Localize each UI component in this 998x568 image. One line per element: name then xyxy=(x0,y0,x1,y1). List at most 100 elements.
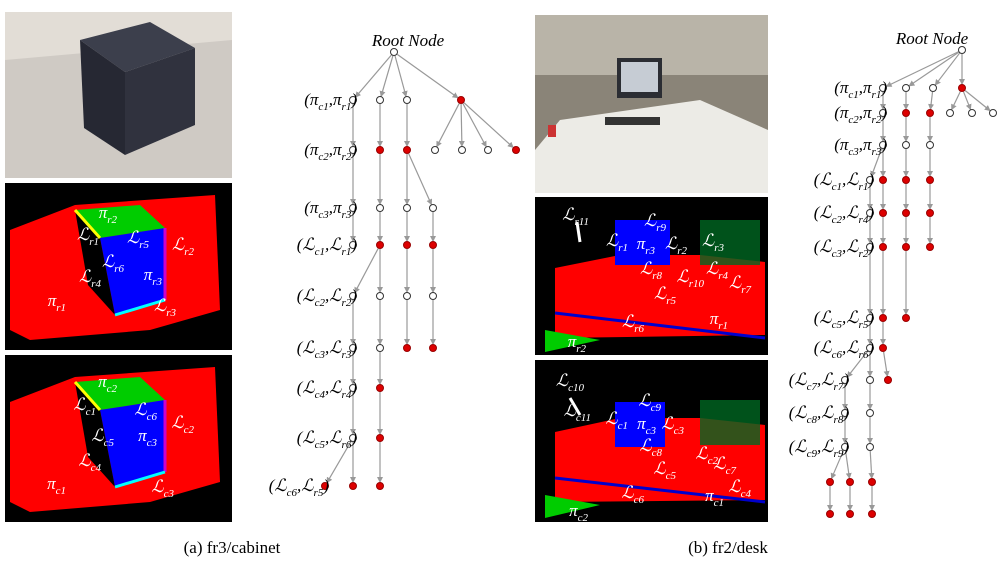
node-label-part: ,π xyxy=(859,103,872,122)
image-label-sub: r4 xyxy=(91,278,101,290)
node-label-part: ,π xyxy=(329,198,342,217)
image-label-sub: r5 xyxy=(666,295,676,307)
node-label-part: (ℒ xyxy=(269,476,288,495)
node-label-part: ,π xyxy=(859,135,872,154)
node-label: (ℒc2,ℒr4) xyxy=(814,203,875,226)
node-label: (πc3,πr3) xyxy=(304,198,357,221)
node-label-sub: r4 xyxy=(859,214,869,226)
tree-node xyxy=(869,511,876,518)
tree-node xyxy=(947,110,954,117)
node-label-part: ,ℒ xyxy=(325,378,342,397)
image-label-part: ℒ xyxy=(564,401,577,420)
node-label-part: ) xyxy=(867,170,874,189)
node-label: (ℒc7,ℒr7) xyxy=(789,370,850,393)
tree-node xyxy=(880,177,887,184)
image-label-sub: c1 xyxy=(86,406,96,418)
tree-edge xyxy=(935,53,959,85)
node-label-sub: c6 xyxy=(832,349,843,361)
tree-node xyxy=(404,147,411,154)
image-label-part: ℒ xyxy=(605,409,618,428)
node-label-sub: c1 xyxy=(848,89,858,101)
node-label-part: ,ℒ xyxy=(817,370,834,389)
image-label-part: ℒ xyxy=(154,296,167,315)
node-label: (ℒc4,ℒr4) xyxy=(297,378,358,401)
tree-node xyxy=(459,147,466,154)
image-label-sub: c1 xyxy=(56,485,66,497)
node-label-part: (ℒ xyxy=(789,437,808,456)
tree-node xyxy=(969,110,976,117)
node-label-part: ) xyxy=(350,198,357,217)
image-label-sub: r1 xyxy=(56,302,66,314)
tree-node xyxy=(377,242,384,249)
node-label-part: (π xyxy=(304,90,319,109)
image-label-part: ℒ xyxy=(695,444,708,463)
image-label-sub: r6 xyxy=(634,323,644,335)
node-label-part: ,ℒ xyxy=(817,403,834,422)
node-label-part: ) xyxy=(350,90,357,109)
image-label-part: ℒ xyxy=(713,454,726,473)
caption: (a) fr3/cabinet xyxy=(184,538,281,557)
image-label-sub: r11 xyxy=(575,216,589,228)
image-label-sub: c3 xyxy=(164,488,175,500)
tree-node xyxy=(404,293,411,300)
tree-node xyxy=(377,483,384,490)
image-label-sub: c1 xyxy=(714,497,724,509)
tree-node xyxy=(377,345,384,352)
tree-node xyxy=(867,444,874,451)
node-label: (πc2,πr2) xyxy=(834,103,887,126)
tree-node xyxy=(485,147,492,154)
image-label-part: ℒ xyxy=(562,205,575,224)
tree-edge xyxy=(395,56,406,96)
node-label-sub: c8 xyxy=(807,414,818,426)
tree-node xyxy=(404,205,411,212)
node-label-part: (ℒ xyxy=(297,338,316,357)
image-label-sub: c4 xyxy=(91,462,102,474)
node-label-sub: c6 xyxy=(287,487,298,499)
node-label-part: ,π xyxy=(329,90,342,109)
image-label-sub: c11 xyxy=(576,412,591,424)
figure: Root Node(πc1,πr1)(πc2,πr2)(πc3,πr3)(ℒc1… xyxy=(0,0,998,568)
image-label-part: ℒ xyxy=(644,211,657,230)
image-label-part: ℒ xyxy=(102,252,115,271)
tree-node xyxy=(377,205,384,212)
tree-edge xyxy=(952,92,961,110)
tree-node xyxy=(377,147,384,154)
node-label-part: (π xyxy=(304,198,319,217)
image-label-part: ℒ xyxy=(73,395,86,414)
image-label-sub: r4 xyxy=(718,270,728,282)
node-label-part: (ℒ xyxy=(297,286,316,305)
node-label-part: ,ℒ xyxy=(842,203,859,222)
node-label-sub: c9 xyxy=(807,448,818,460)
node-label-part: (ℒ xyxy=(814,237,833,256)
node-label-sub: r9 xyxy=(834,448,844,460)
node-label-part: ) xyxy=(867,237,874,256)
tree-node xyxy=(377,97,384,104)
tree-node xyxy=(430,242,437,249)
node-label-part: ,ℒ xyxy=(325,235,342,254)
node-label-sub: c1 xyxy=(315,246,325,258)
tree-node xyxy=(927,244,934,251)
image-label-part: ℒ xyxy=(661,414,674,433)
node-label-part: ) xyxy=(350,235,357,254)
tree-node xyxy=(927,110,934,117)
image-label-sub: c3 xyxy=(674,425,685,437)
node-label-part: ) xyxy=(350,378,357,397)
tree-node xyxy=(880,244,887,251)
image-label-sub: r3 xyxy=(645,245,655,257)
node-label-sub: r2 xyxy=(872,114,882,126)
node-label-sub: c3 xyxy=(848,146,859,158)
node-label-part: ,ℒ xyxy=(842,308,859,327)
image-label-sub: c1 xyxy=(618,420,628,432)
node-label-part: (ℒ xyxy=(814,338,833,357)
node-label-sub: r2 xyxy=(342,297,352,309)
node-label-sub: r1 xyxy=(342,101,352,113)
node-label-part: ) xyxy=(350,286,357,305)
node-label-part: (π xyxy=(834,103,849,122)
tree-node xyxy=(880,315,887,322)
tree-node xyxy=(903,244,910,251)
node-label-sub: r1 xyxy=(342,246,352,258)
image-label-sub: c7 xyxy=(726,465,737,477)
node-label-sub: r1 xyxy=(872,89,882,101)
tree-node xyxy=(867,410,874,417)
image-label-sub: c2 xyxy=(107,383,118,395)
